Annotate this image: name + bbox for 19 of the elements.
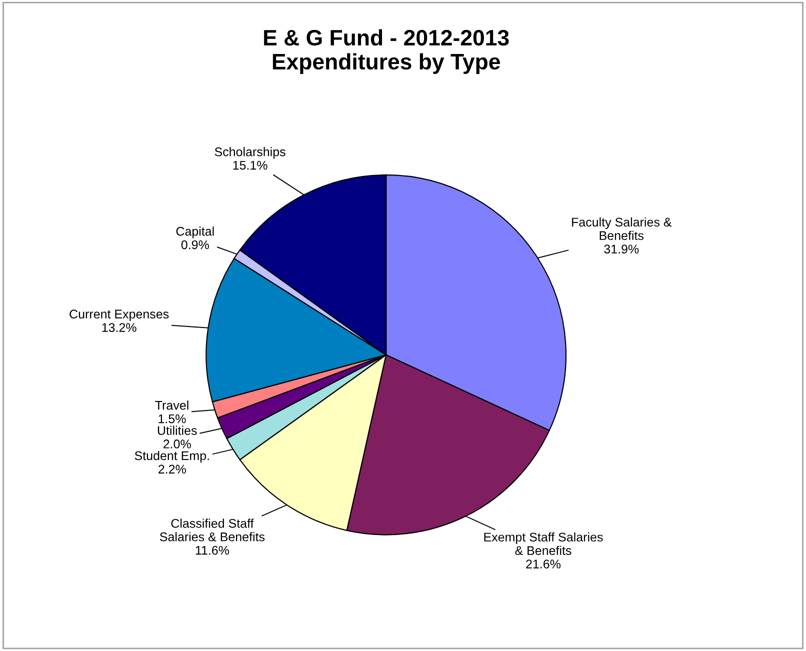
slice-label: Utilities — [158, 426, 197, 435]
data-label: 31.9% — [604, 244, 639, 254]
slice-label: Classified Staff Salaries & Benefits — [160, 518, 265, 542]
slice-label: Travel — [155, 400, 188, 410]
data-label: 1.5% — [158, 414, 186, 424]
slice-label: Scholarships — [214, 147, 286, 159]
data-label: 11.6% — [196, 546, 230, 555]
slice-label: Exempt Staff Salaries & Benefits — [484, 532, 603, 556]
data-label: 2.0% — [163, 440, 191, 448]
data-label: 0.9% — [181, 240, 209, 250]
slice-label: Capital — [176, 226, 214, 238]
slice-label: Student Emp. — [134, 450, 209, 463]
data-label: 21.6% — [526, 560, 561, 568]
data-label: 2.2% — [158, 464, 186, 474]
chart-title: E & G Fund - 2012-2013 Expenditures by Type — [264, 29, 509, 74]
data-label: 15.1% — [233, 160, 268, 170]
data-label: 13.2% — [102, 323, 136, 332]
slice-label: Current Expenses — [70, 310, 169, 321]
slice-label: Faculty Salaries & Benefits — [572, 217, 672, 240]
